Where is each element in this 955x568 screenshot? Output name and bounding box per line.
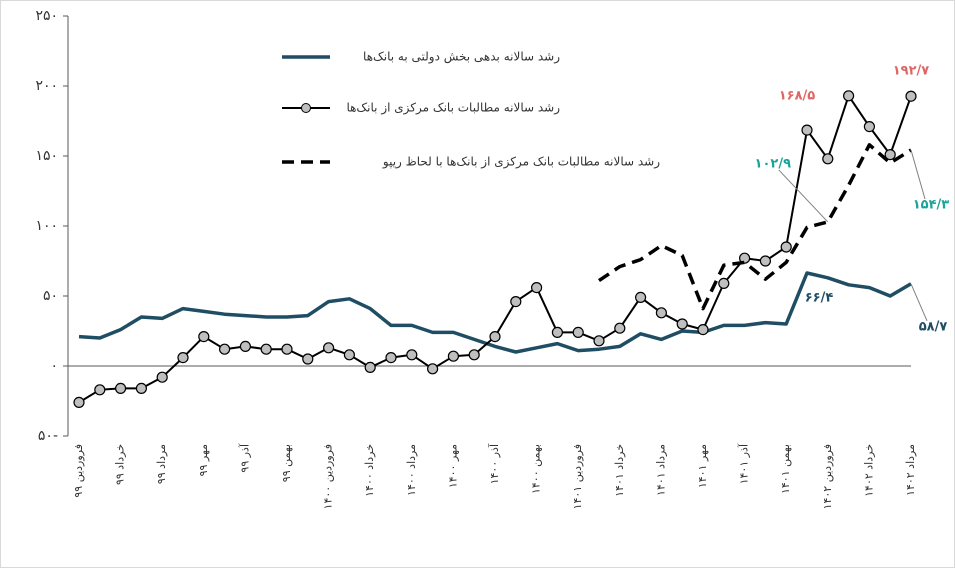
x-tick-label: فروردین ۹۹ <box>72 444 85 498</box>
x-tick-label: آذر ۱۴۰۰ <box>487 443 501 484</box>
y-tick-label: ۵۰- <box>38 428 58 444</box>
data-point <box>697 324 709 336</box>
value-label: ۱۶۸/۵ <box>779 89 816 104</box>
legend-label: رشد سالانه بدهی بخش دولتی به بانک‌ها <box>363 50 560 65</box>
label-leader <box>910 149 926 200</box>
value-label: ۱۹۲/۷ <box>893 64 930 79</box>
y-tick-label: ۰ <box>50 358 58 374</box>
legend-label: رشد سالانه مطالبات بانک مرکزی از بانک‌ها <box>346 101 560 116</box>
data-point <box>364 361 376 373</box>
data-point <box>73 396 85 408</box>
data-point <box>260 343 272 355</box>
data-point <box>406 349 418 361</box>
data-point <box>177 352 189 364</box>
x-tick-label: بهمن ۱۴۰۰ <box>530 444 543 494</box>
label-leader <box>910 283 928 322</box>
label-leader <box>778 169 829 223</box>
x-tick-label: خرداد ۱۴۰۲ <box>862 444 875 497</box>
data-point <box>239 340 251 352</box>
y-tick-label: ۲۰۰ <box>35 78 58 94</box>
data-point <box>447 350 459 362</box>
x-tick-label: آذر ۹۹ <box>237 443 251 473</box>
x-tick-label: خرداد ۱۴۰۱ <box>613 444 626 497</box>
data-point <box>551 326 564 338</box>
data-point <box>738 252 751 264</box>
data-point <box>718 277 730 289</box>
x-tick-label: مرداد ۱۴۰۲ <box>904 444 917 496</box>
value-label: ۵۸/۷ <box>919 319 948 334</box>
x-tick-label: مهر ۹۹ <box>197 444 210 476</box>
data-point <box>593 335 605 347</box>
data-point <box>281 343 293 355</box>
data-point <box>822 153 834 165</box>
series-line <box>78 271 912 354</box>
data-point <box>614 322 626 334</box>
x-tick-label: مرداد ۹۹ <box>155 444 168 484</box>
data-point <box>780 241 792 253</box>
x-tick-label: بهمن ۹۹ <box>280 444 293 482</box>
value-label: ۶۶/۴ <box>805 291 834 306</box>
value-label: ۱۵۴/۳ <box>913 197 950 212</box>
x-tick-label: فروردین ۱۴۰۱ <box>571 444 584 509</box>
data-point <box>114 382 127 394</box>
data-point <box>135 382 147 394</box>
data-point <box>759 255 772 267</box>
data-point <box>530 282 543 294</box>
legend-label: رشد سالانه مطالبات بانک مرکزی از بانک‌ها… <box>382 155 660 170</box>
data-point <box>801 124 813 136</box>
x-tick-label: فروردین ۱۴۰۲ <box>821 444 834 509</box>
data-point <box>385 352 397 364</box>
data-point <box>323 342 335 354</box>
data-point <box>655 307 668 319</box>
data-point <box>156 371 168 383</box>
data-point <box>343 349 355 361</box>
data-point <box>510 296 522 308</box>
x-tick-label: بهمن ۱۴۰۱ <box>779 444 792 494</box>
data-point <box>634 291 647 303</box>
value-label: ۱۰۲/۹ <box>755 156 792 171</box>
data-point <box>884 149 896 161</box>
x-tick-label: مرداد ۱۴۰۱ <box>654 444 667 496</box>
data-point <box>427 363 439 375</box>
x-tick-label: خرداد ۹۹ <box>114 444 127 485</box>
data-point <box>302 353 314 365</box>
data-point <box>842 90 855 102</box>
data-point <box>219 343 231 355</box>
x-tick-label: فروردین ۱۴۰۰ <box>322 444 335 509</box>
data-point <box>94 384 106 396</box>
data-point <box>676 318 688 330</box>
data-point <box>468 349 480 361</box>
data-point <box>198 331 210 343</box>
x-tick-label: خرداد ۱۴۰۰ <box>363 444 376 497</box>
data-point <box>905 90 917 102</box>
x-tick-label: مهر ۱۴۰۰ <box>446 444 459 488</box>
data-point <box>489 331 501 343</box>
legend-marker <box>301 103 311 113</box>
series-line <box>598 143 912 311</box>
x-tick-label: آذر ۱۴۰۱ <box>737 443 751 484</box>
y-tick-label: ۵۰ <box>43 288 58 304</box>
y-tick-label: ۲۵۰ <box>35 8 58 24</box>
y-tick-label: ۱۰۰ <box>35 218 58 234</box>
data-point <box>863 120 876 133</box>
x-tick-label: مرداد ۱۴۰۰ <box>405 444 418 496</box>
y-tick-label: ۱۵۰ <box>35 148 58 164</box>
x-tick-label: مهر ۱۴۰۱ <box>696 444 709 488</box>
data-point <box>572 326 584 338</box>
